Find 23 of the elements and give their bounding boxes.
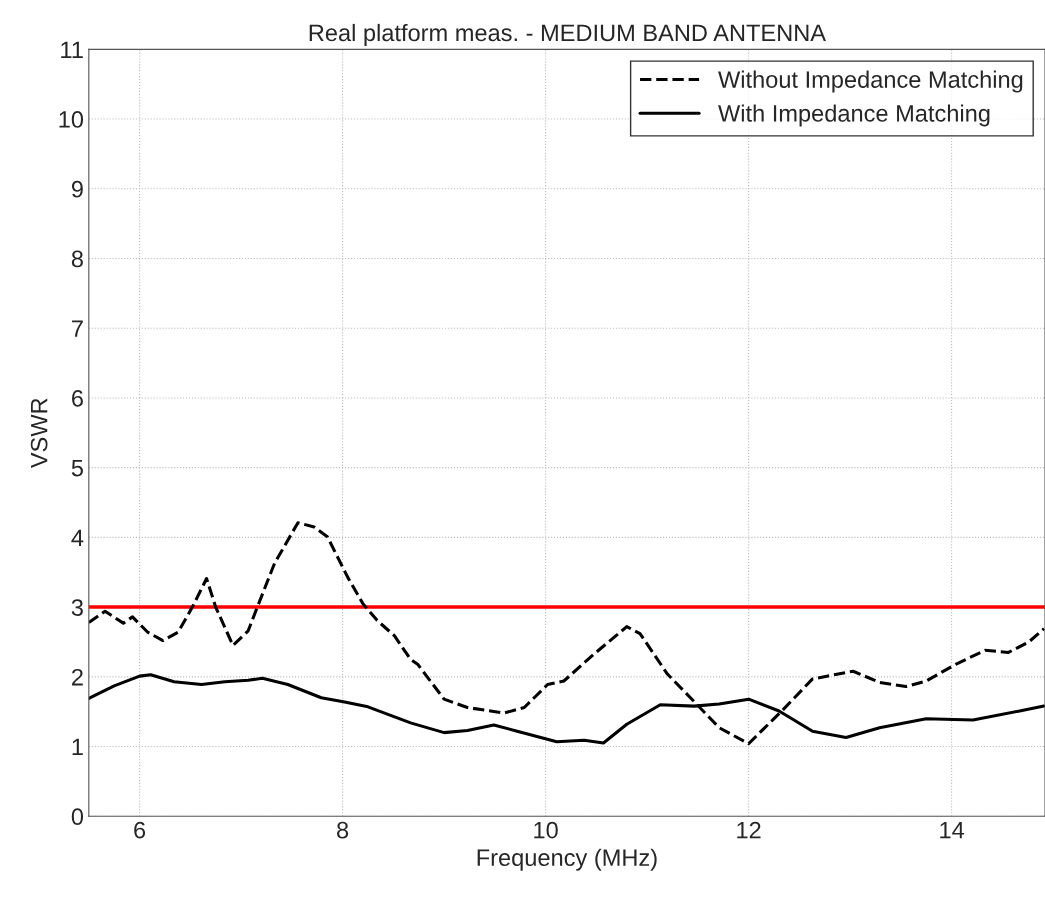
- y-tick-label: 3: [71, 599, 83, 616]
- x-tick-label: 12: [737, 821, 761, 839]
- legend-label: Without Impedance Matching: [718, 70, 1023, 93]
- y-tick-label: 11: [61, 41, 83, 58]
- legend-label: With Impedance Matching: [718, 104, 990, 127]
- y-tick-label: 1: [72, 738, 83, 756]
- chart-title: Real platform meas. - MEDIUM BAND ANTENNA: [309, 23, 826, 46]
- y-tick-label: 6: [72, 390, 83, 407]
- y-tick-label: 5: [71, 459, 83, 477]
- y-tick-label: 0: [71, 808, 84, 826]
- x-tick-label: 8: [337, 821, 349, 839]
- x-tick-label: 10: [534, 821, 558, 839]
- y-tick-label: 10: [59, 111, 84, 128]
- y-tick-label: 8: [71, 250, 83, 268]
- x-tick-label: 6: [134, 821, 146, 839]
- y-tick-label: 7: [72, 320, 83, 337]
- y-tick-label: 9: [71, 180, 83, 198]
- line-series: [88, 521, 1045, 746]
- y-axis-title: VSWR: [30, 398, 48, 469]
- x-axis-title: Frequency (MHz): [477, 848, 657, 871]
- y-tick-label: 4: [71, 529, 84, 546]
- x-tick-label: 14: [940, 822, 965, 839]
- y-tick-label: 2: [72, 668, 83, 686]
